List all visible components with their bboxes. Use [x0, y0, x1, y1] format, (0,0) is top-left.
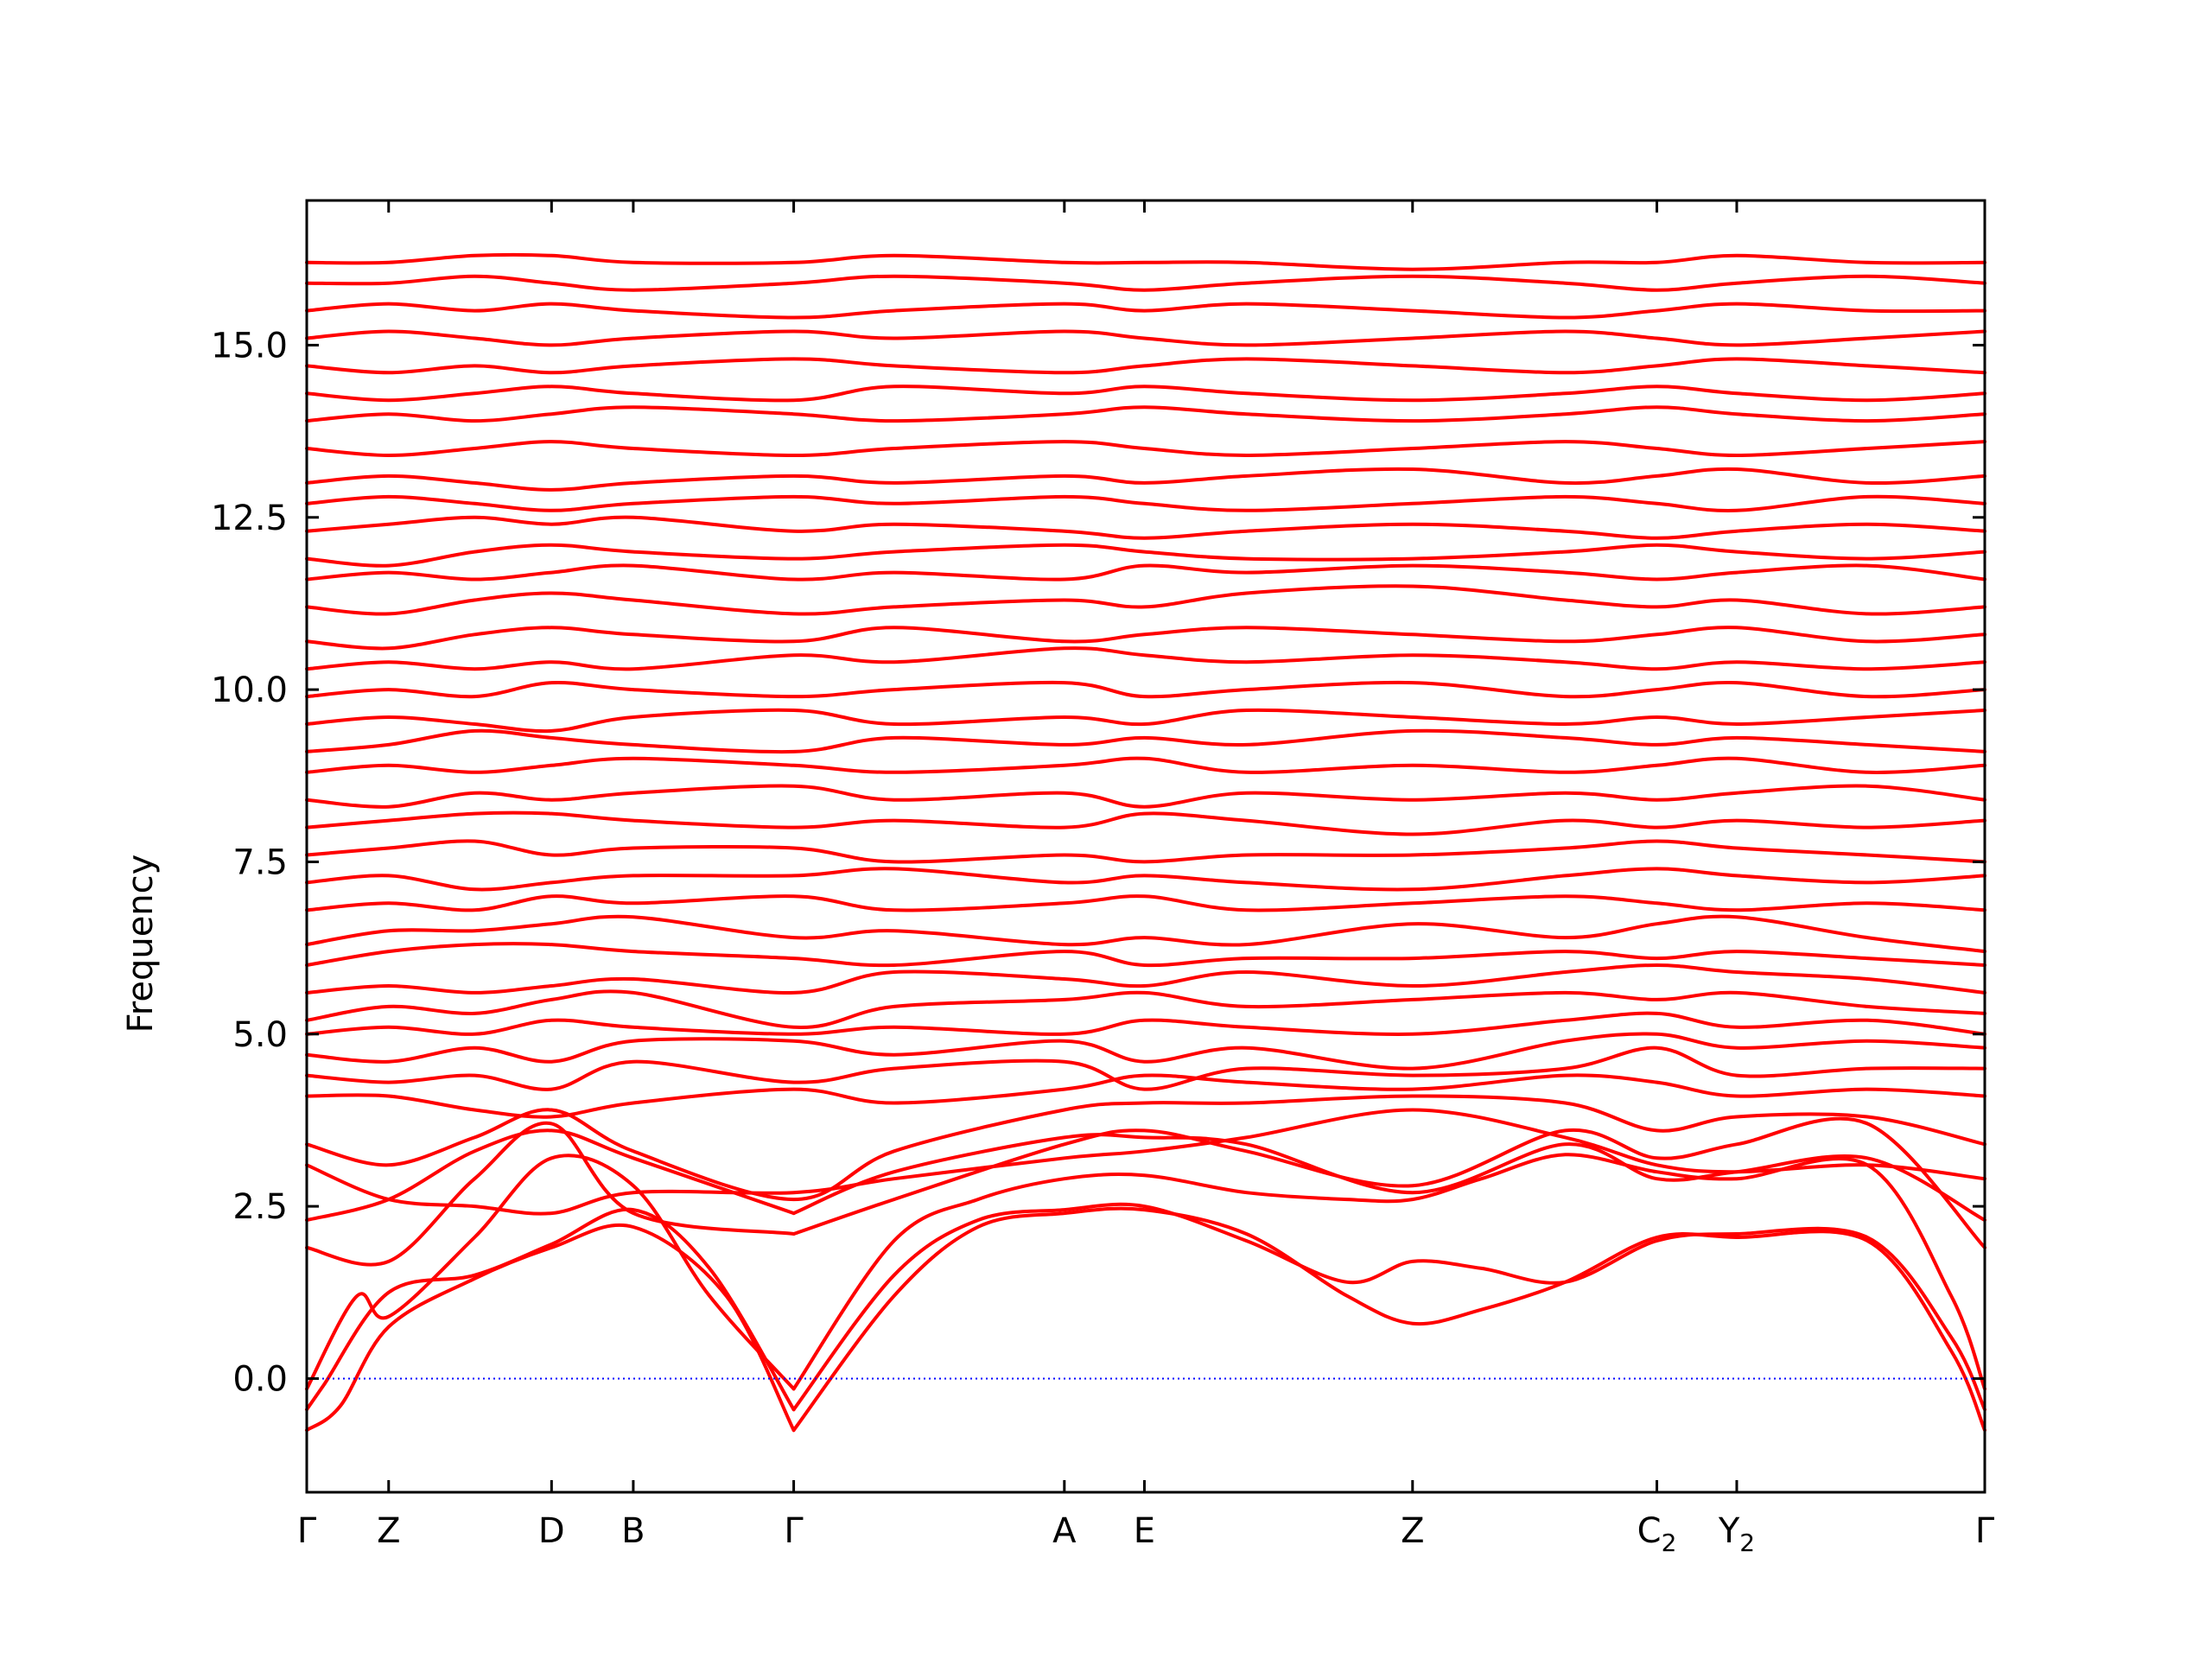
band-line-24 [305, 810, 1986, 836]
band-line-19 [305, 942, 1986, 968]
band-line-28 [305, 708, 1986, 734]
band-line-13 [305, 1073, 1986, 1119]
band-line-44 [305, 274, 1986, 292]
band-line-42 [305, 329, 1986, 347]
band-line-15 [305, 1032, 1986, 1071]
y-tick-label: 15.0 [211, 326, 288, 365]
band-line-29 [305, 680, 1986, 699]
x-tick-label: A [1052, 1511, 1077, 1551]
x-tick-label: B [621, 1511, 645, 1551]
band-line-22 [305, 867, 1986, 892]
band-line-27 [305, 728, 1986, 754]
y-tick-label: 12.5 [211, 499, 288, 538]
band-line-20 [305, 914, 1986, 954]
band-line-30 [305, 646, 1986, 671]
band-line-3 [305, 1207, 796, 1412]
band-line-12 [305, 1094, 1986, 1202]
x-tick-label: Γ [1975, 1511, 1995, 1551]
band-line-45 [305, 252, 1986, 271]
y-axis-ticks: 0.0 2.5 5.0 7.5 10.0 12.5 15.0 [211, 326, 1985, 1399]
band-lines [305, 252, 1986, 1433]
band-line-16 [305, 1011, 1986, 1036]
x-tick-label: D [538, 1511, 565, 1551]
y-tick-label: 10.0 [211, 671, 288, 710]
x-tick-label: Z [377, 1511, 400, 1551]
band-line-11 [305, 1108, 1986, 1216]
x-tick-label: Γ [784, 1511, 804, 1551]
x-tick-label: Γ [297, 1511, 317, 1551]
axes-frame [305, 199, 1986, 1494]
x-tick-label: C2 [1637, 1511, 1677, 1557]
y-tick-label: 0.0 [232, 1359, 288, 1399]
band-line-8 [791, 1116, 1986, 1249]
band-line-5 [305, 1154, 796, 1391]
band-line-23 [305, 839, 1986, 864]
band-line-17 [305, 989, 1986, 1029]
band-line-33 [305, 563, 1986, 582]
band-line-2 [791, 1206, 1986, 1433]
band-line-6 [791, 1153, 1986, 1391]
plot-frame [305, 199, 1986, 1494]
x-axis-ticks: Γ Z D B Γ A E Z C2 Y2 Γ [297, 200, 1995, 1557]
band-line-34 [305, 543, 1986, 568]
x-tick-label: Y2 [1718, 1511, 1755, 1557]
y-axis-label: Frequency [121, 855, 161, 1033]
band-line-36 [305, 494, 1986, 512]
band-line-40 [305, 385, 1986, 403]
y-tick-label: 7.5 [232, 842, 288, 882]
band-line-14 [305, 1046, 1986, 1091]
band-line-37 [305, 467, 1986, 492]
band-line-39 [305, 405, 1986, 423]
band-line-31 [305, 626, 1986, 651]
y-tick-label: 5.0 [232, 1015, 288, 1055]
band-line-10 [791, 1133, 1986, 1223]
band-line-41 [305, 357, 1986, 375]
band-line-38 [305, 440, 1986, 457]
band-line-18 [305, 963, 1986, 995]
band-line-32 [305, 584, 1986, 616]
band-line-25 [305, 784, 1986, 809]
band-line-9 [305, 1128, 796, 1223]
band-line-43 [305, 302, 1986, 320]
band-line-1 [305, 1223, 796, 1433]
band-line-35 [305, 515, 1986, 540]
band-line-26 [305, 756, 1986, 774]
y-tick-label: 2.5 [232, 1187, 288, 1227]
band-line-7 [305, 1121, 796, 1267]
x-tick-label: Z [1401, 1511, 1424, 1551]
x-tick-label: E [1134, 1511, 1155, 1551]
band-line-4 [791, 1202, 1986, 1412]
band-line-21 [305, 894, 1986, 912]
